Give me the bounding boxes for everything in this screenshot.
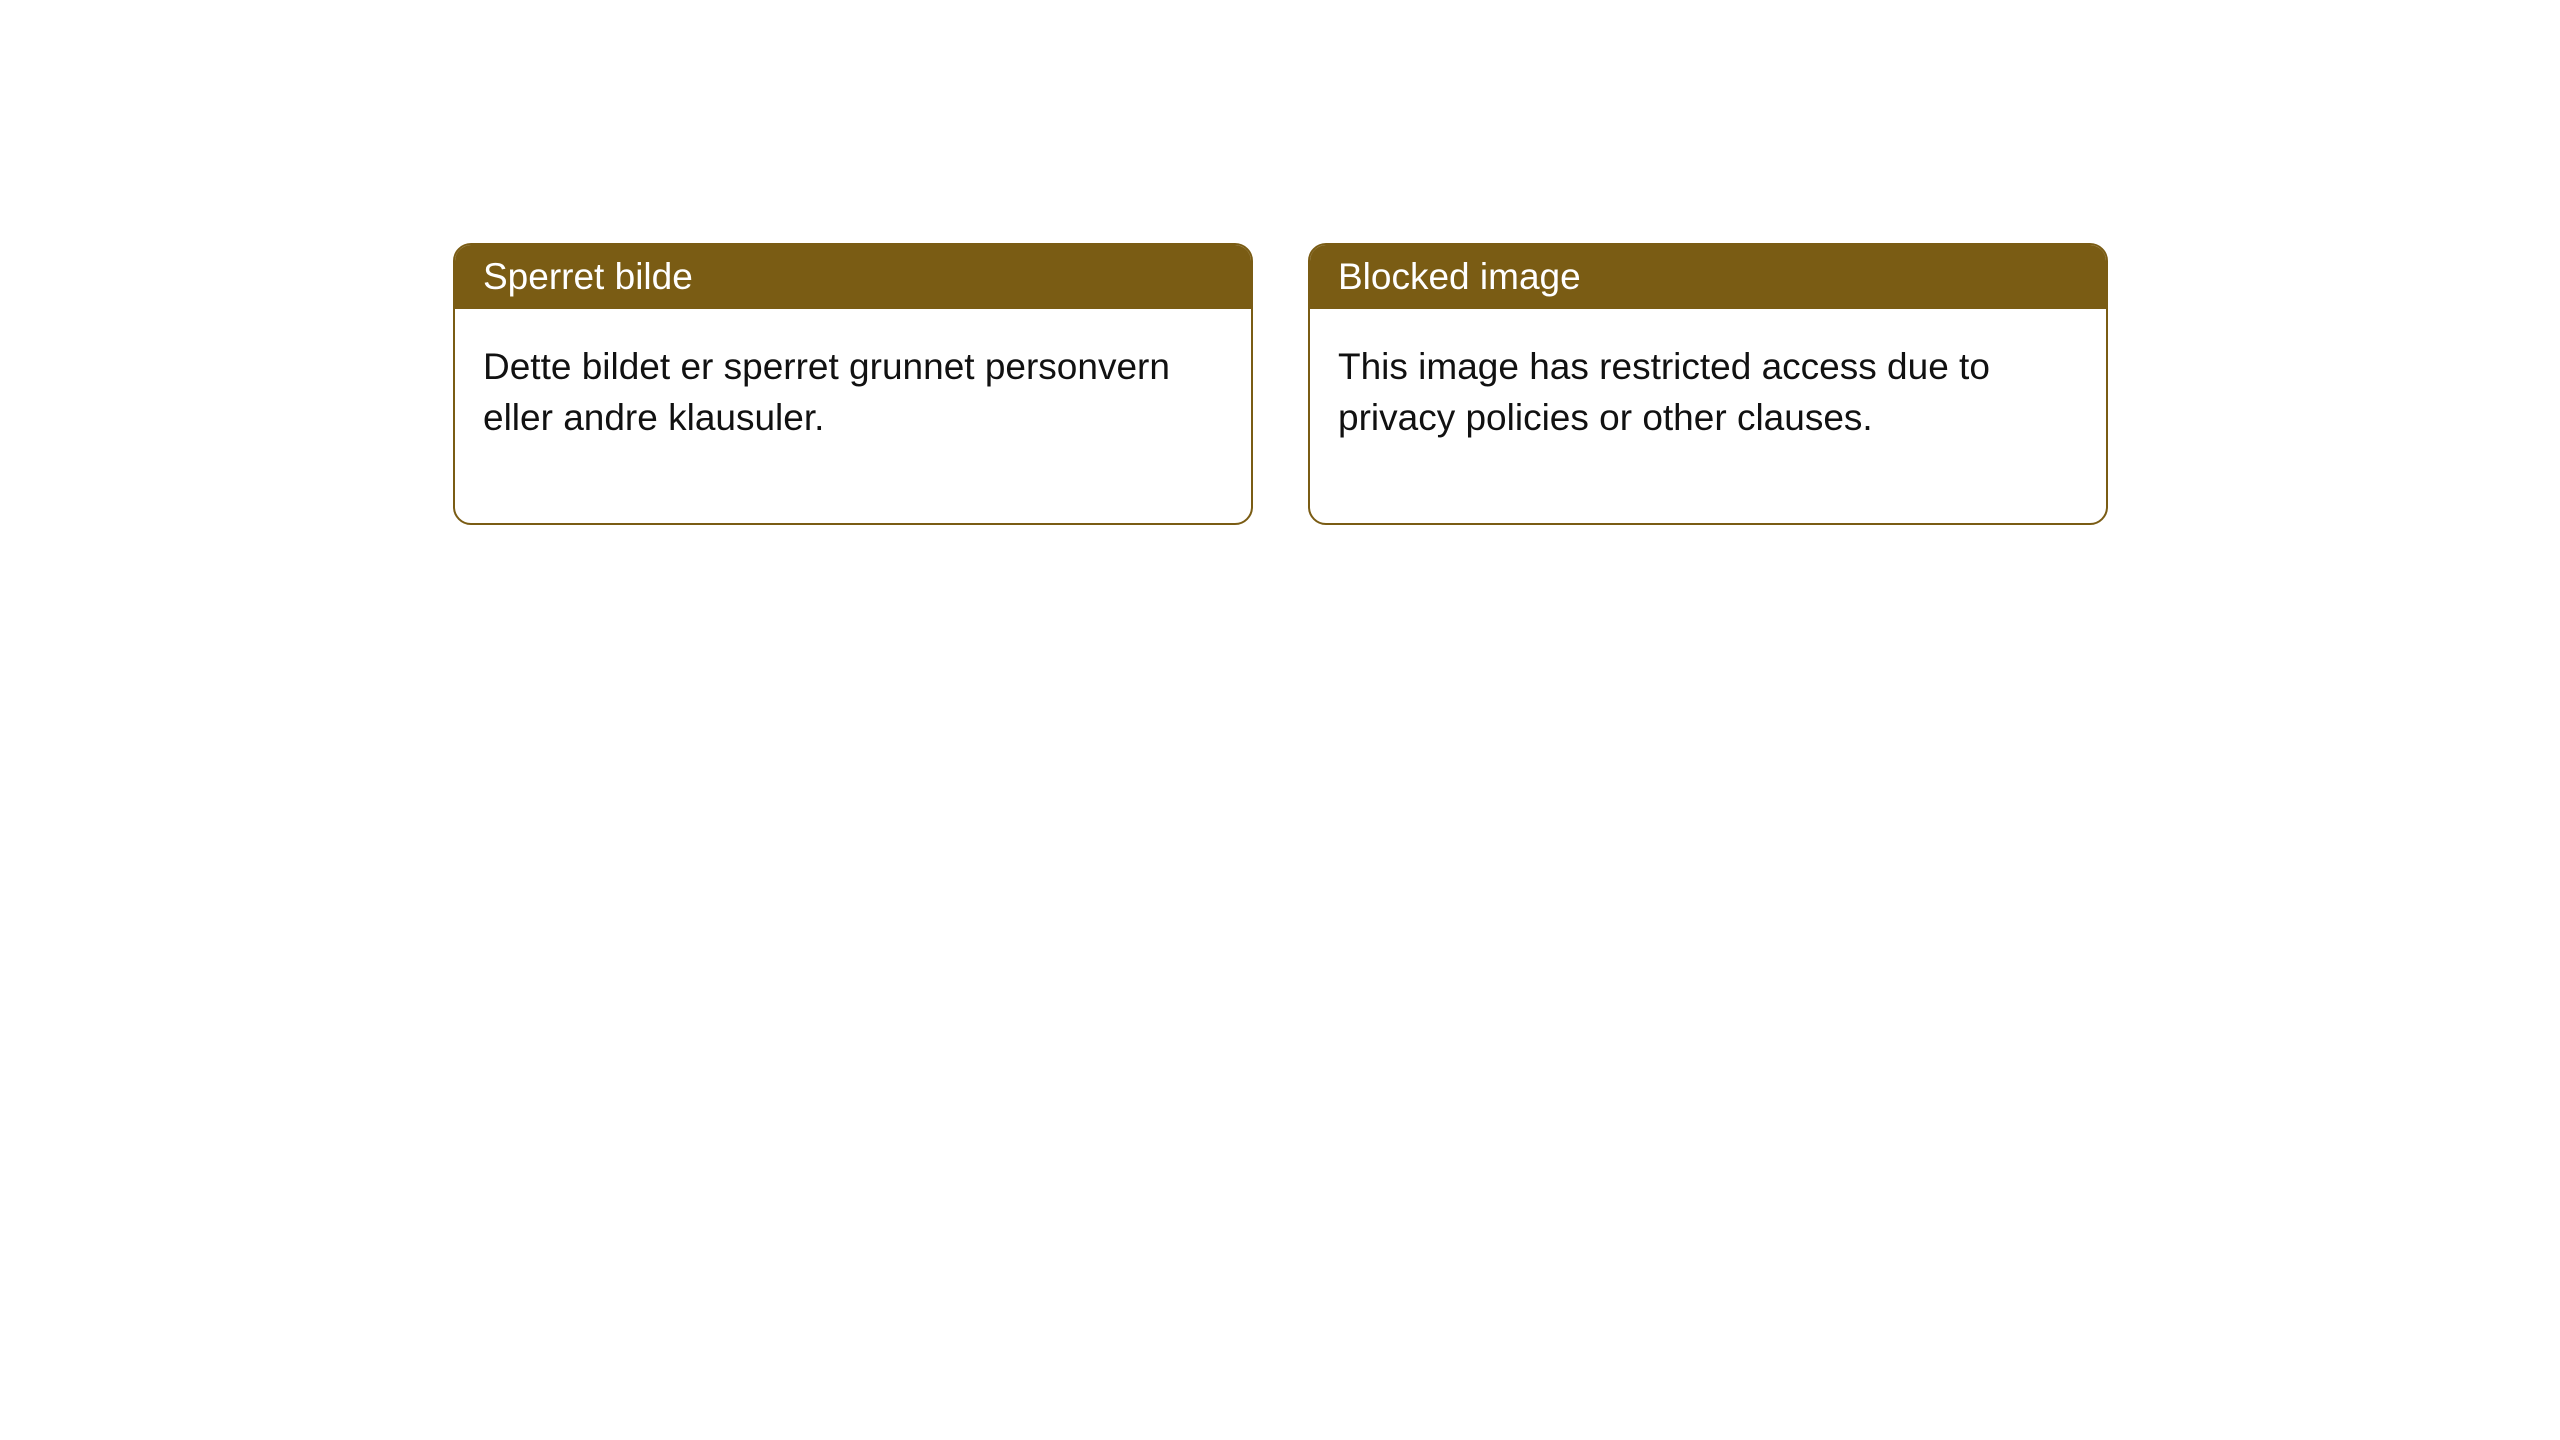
notice-container: Sperret bilde Dette bildet er sperret gr… — [453, 243, 2108, 525]
notice-title-english: Blocked image — [1310, 245, 2106, 309]
notice-title-norwegian: Sperret bilde — [455, 245, 1251, 309]
notice-body-english: This image has restricted access due to … — [1310, 309, 2106, 523]
notice-card-english: Blocked image This image has restricted … — [1308, 243, 2108, 525]
notice-body-norwegian: Dette bildet er sperret grunnet personve… — [455, 309, 1251, 523]
notice-card-norwegian: Sperret bilde Dette bildet er sperret gr… — [453, 243, 1253, 525]
